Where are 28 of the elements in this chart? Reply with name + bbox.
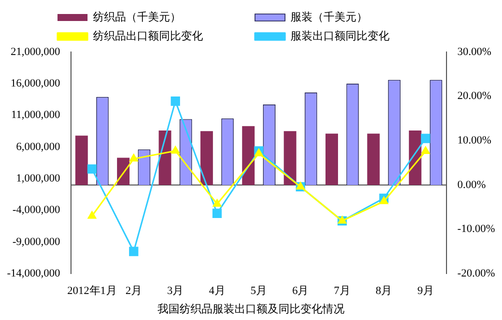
legend-label: 服装（千美元）	[290, 10, 444, 24]
y-tick-label: -9,000,000	[12, 236, 61, 248]
legend-label: 纺织品出口额同比变化	[93, 29, 247, 42]
x-tick-label: 7月	[334, 285, 350, 298]
y-tick-label: 6,000,000	[16, 140, 61, 153]
y2-tick-label: -10.00%	[457, 223, 495, 236]
x-tick-label: 4月	[208, 285, 226, 298]
y-tick-label: 21,000,000	[10, 46, 61, 58]
x-tick-label: 5月	[250, 285, 268, 298]
y2-tick-label: 10.00%	[457, 134, 492, 147]
x-tick-label: 9月	[417, 285, 434, 298]
y2-tick-label: 0.00%	[457, 178, 486, 191]
legend-label: 纺织品（千美元）	[93, 10, 247, 24]
y2-tick-label: 20.00%	[457, 90, 492, 102]
y-tick-label: -14,000,000	[6, 267, 61, 280]
y2-tick-label: -20.00%	[457, 267, 495, 280]
x-tick-label: 6月	[292, 285, 309, 298]
y2-tick-label: 30.00%	[457, 46, 492, 58]
x-tick-label: 2月	[125, 285, 142, 298]
legend-label: 服装出口额同比变化	[290, 29, 444, 42]
y-tick-label: 16,000,000	[10, 78, 61, 90]
x-tick-label: 2012年1月	[67, 285, 117, 298]
x-tick-label: 8月	[376, 285, 392, 298]
text: 我国纺织品服装出口额及同比变化情况	[158, 302, 344, 316]
y-tick-label: 1,000,000	[16, 172, 61, 185]
y-tick-label: -4,000,000	[12, 204, 61, 216]
y-tick-label: 11,000,000	[11, 109, 61, 122]
x-tick-label: 3月	[167, 285, 184, 298]
